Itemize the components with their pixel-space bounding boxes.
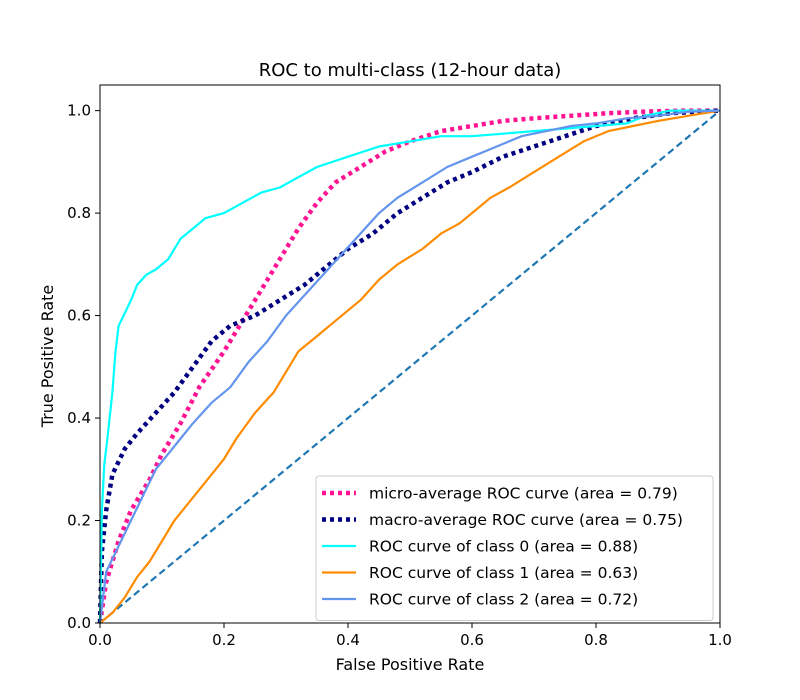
legend-label: ROC curve of class 1 (area = 0.63)	[369, 564, 638, 582]
roc-curve-1	[97, 108, 721, 624]
y-tick-label: 0.4	[67, 409, 91, 427]
y-tick-label: 0.0	[67, 614, 91, 632]
roc-curve-4	[98, 109, 721, 624]
curves-layer	[97, 108, 721, 624]
y-tick-label: 1.0	[67, 102, 91, 120]
legend-label: micro-average ROC curve (area = 0.79)	[369, 485, 678, 503]
x-tick-label: 0.8	[584, 631, 608, 649]
x-tick-label: 0.6	[460, 631, 484, 649]
chart-title: ROC to multi-class (12-hour data)	[259, 60, 562, 81]
roc-curve-3	[99, 109, 721, 624]
x-tick-label: 1.0	[708, 631, 732, 649]
y-axis-label: True Positive Rate	[38, 285, 57, 429]
x-tick-label: 0.0	[88, 631, 112, 649]
roc-curve-2	[98, 109, 720, 624]
plot-frame	[99, 84, 721, 624]
legend-box	[315, 475, 714, 621]
roc-curve-0	[97, 108, 720, 624]
chance-diagonal-line	[99, 109, 721, 624]
x-tick-label: 0.4	[336, 631, 360, 649]
legend-label: macro-average ROC curve (area = 0.75)	[369, 511, 683, 529]
legend-label: ROC curve of class 2 (area = 0.72)	[369, 591, 638, 609]
axis-ticks: 0.0 0.2 0.4 0.6 0.8 1.0 0.0 0.2 0.4 0.6 0.8 1.0	[67, 102, 732, 649]
y-tick-label: 0.6	[67, 307, 91, 325]
y-tick-label: 0.8	[67, 204, 91, 222]
x-tick-label: 0.2	[212, 631, 236, 649]
legend-label: ROC curve of class 0 (area = 0.88)	[369, 538, 638, 556]
y-tick-label: 0.2	[67, 512, 91, 530]
legend: micro-average ROC curve (area = 0.79) mac…	[315, 475, 714, 621]
x-axis-label: False Positive Rate	[336, 655, 485, 674]
